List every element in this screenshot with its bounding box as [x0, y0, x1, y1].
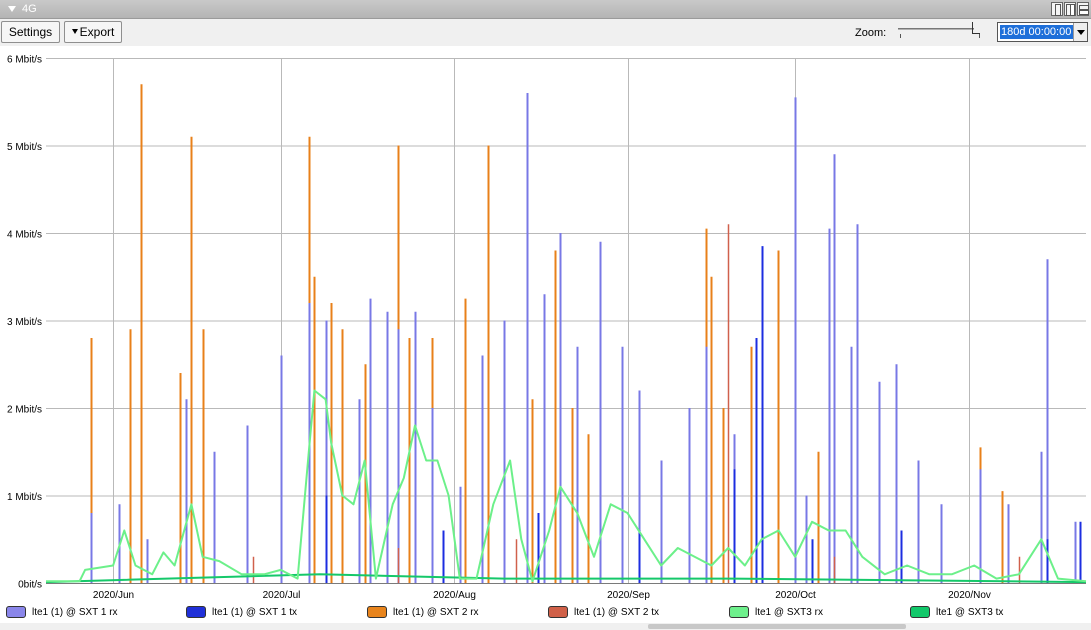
- series-line-sxt3-tx: [45, 573, 1087, 584]
- zoom-slider-track: [898, 28, 974, 30]
- toolbar: Settings Export Zoom: 180d 00:00:00: [0, 19, 1091, 46]
- chevron-down-icon[interactable]: [1073, 23, 1087, 41]
- x-tick-label: 2020/Nov: [948, 590, 991, 601]
- legend-swatch: [729, 606, 749, 618]
- export-label: Export: [79, 25, 115, 39]
- dropdown-caret-icon: [71, 29, 78, 34]
- legend-swatch: [910, 606, 930, 618]
- y-tick-label: 1 Mbit/s: [7, 492, 42, 503]
- legend-item[interactable]: lte1 @ SXT3 tx: [910, 603, 1003, 621]
- y-tick-label: 5 Mbit/s: [7, 142, 42, 153]
- legend-swatch: [367, 606, 387, 618]
- zoom-slider-tick: [900, 34, 901, 38]
- x-tick-label: 2020/Jul: [263, 590, 301, 601]
- legend-item[interactable]: lte1 (1) @ SXT 2 tx: [548, 603, 659, 621]
- legend-label: lte1 @ SXT3 tx: [936, 606, 1004, 618]
- series-sxt1-tx: [325, 246, 1082, 583]
- window-title: 4G: [22, 3, 37, 15]
- export-button[interactable]: Export: [64, 21, 122, 43]
- legend-item[interactable]: lte1 (1) @ SXT 1 rx: [6, 603, 118, 621]
- x-tick-label: 2020/Aug: [433, 590, 476, 601]
- collapse-triangle-icon[interactable]: [8, 6, 16, 12]
- legend-item[interactable]: lte1 @ SXT3 rx: [729, 603, 823, 621]
- y-tick-label: 0bit/s: [18, 580, 42, 591]
- scrollbar-thumb[interactable]: [648, 624, 906, 629]
- x-tick-label: 2020/Jun: [93, 590, 134, 601]
- legend-item[interactable]: lte1 (1) @ SXT 2 rx: [367, 603, 479, 621]
- legend-label: lte1 (1) @ SXT 2 tx: [574, 606, 659, 618]
- y-tick-label: 6 Mbit/s: [7, 55, 42, 66]
- series-line-sxt3-rx: [46, 389, 1087, 583]
- legend-label: lte1 (1) @ SXT 2 rx: [393, 606, 479, 618]
- chart-legend: lte1 (1) @ SXT 1 rx lte1 (1) @ SXT 1 tx lt…: [0, 603, 1091, 623]
- zoom-range-combo[interactable]: 180d 00:00:00: [997, 22, 1088, 42]
- legend-swatch: [6, 606, 26, 618]
- legend-label: lte1 @ SXT3 rx: [755, 606, 823, 618]
- zoom-label: Zoom:: [855, 27, 887, 39]
- legend-label: lte1 (1) @ SXT 1 tx: [212, 606, 297, 618]
- traffic-chart: 0bit/s 1 Mbit/s 2 Mbit/s 3 Mbit/s 4 Mbit/s 5 …: [0, 46, 1091, 603]
- legend-label: lte1 (1) @ SXT 1 rx: [32, 606, 118, 618]
- zoom-range-value[interactable]: 180d 00:00:00: [1000, 25, 1073, 39]
- tile-vertical-icon[interactable]: [1051, 2, 1063, 16]
- legend-item[interactable]: lte1 (1) @ SXT 1 tx: [186, 603, 297, 621]
- window-controls: [1051, 2, 1089, 16]
- window-titlebar: 4G: [0, 0, 1091, 19]
- zoom-slider[interactable]: [896, 22, 988, 42]
- x-tick-label: 2020/Sep: [607, 590, 650, 601]
- y-tick-label: 3 Mbit/s: [7, 317, 42, 328]
- tile-columns-icon[interactable]: [1064, 2, 1076, 16]
- y-tick-label: 2 Mbit/s: [7, 405, 42, 416]
- legend-swatch: [186, 606, 206, 618]
- tile-rows-icon[interactable]: [1077, 2, 1089, 16]
- x-tick-label: 2020/Oct: [775, 590, 816, 601]
- legend-swatch: [548, 606, 568, 618]
- horizontal-scrollbar[interactable]: [0, 623, 1091, 630]
- zoom-slider-tick: [979, 34, 980, 38]
- y-tick-label: 4 Mbit/s: [7, 230, 42, 241]
- zoom-slider-thumb[interactable]: [972, 22, 980, 34]
- settings-button[interactable]: Settings: [1, 21, 60, 43]
